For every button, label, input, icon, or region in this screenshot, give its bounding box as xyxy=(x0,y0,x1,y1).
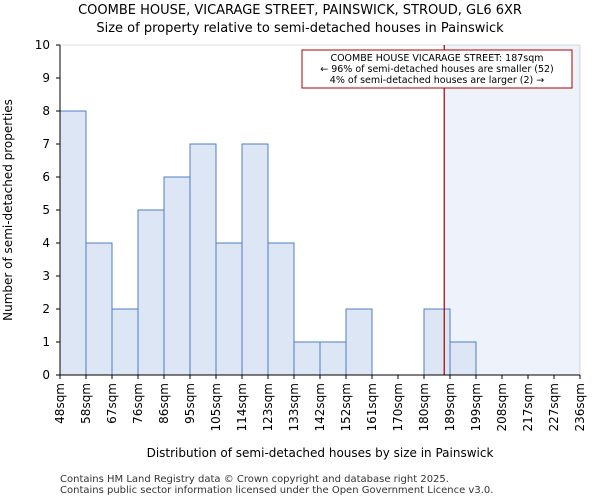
histogram-bar xyxy=(293,341,321,376)
histogram-bar xyxy=(241,143,269,376)
x-tick-label: 161sqm xyxy=(365,383,379,431)
x-tick-label: 199sqm xyxy=(469,383,483,431)
annotation-border xyxy=(301,49,573,89)
y-axis-label: Number of semi-detached properties xyxy=(1,99,15,321)
x-tick-label: 95sqm xyxy=(183,383,197,424)
histogram-bar xyxy=(449,341,477,376)
x-tick-label: 48sqm xyxy=(53,383,67,424)
larger-region-highlight xyxy=(444,45,580,375)
footer-copyright: Contains HM Land Registry data © Crown c… xyxy=(60,474,449,485)
chart-title: COOMBE HOUSE, VICARAGE STREET, PAINSWICK… xyxy=(78,3,522,18)
x-tick-label: 170sqm xyxy=(391,383,405,431)
x-tick-label: 142sqm xyxy=(313,383,327,431)
annotation-line-2: ← 96% of semi-detached houses are smalle… xyxy=(320,64,554,75)
histogram-bar xyxy=(345,308,373,376)
annotation-line-3: 4% of semi-detached houses are larger (2… xyxy=(330,75,544,86)
histogram-bar xyxy=(111,308,139,376)
histogram-bar xyxy=(189,143,217,376)
y-tick-label: 3 xyxy=(42,269,50,283)
x-tick-label: 189sqm xyxy=(443,383,457,431)
x-tick-label: 67sqm xyxy=(105,383,119,424)
y-tick-label: 4 xyxy=(42,236,50,250)
histogram-bar xyxy=(59,110,87,376)
x-tick-label: 217sqm xyxy=(521,383,535,431)
x-tick-label: 123sqm xyxy=(261,383,275,431)
x-tick-label: 114sqm xyxy=(235,383,249,431)
annotation-line-1: COOMBE HOUSE VICARAGE STREET: 187sqm xyxy=(330,53,543,64)
histogram-bar xyxy=(85,242,113,376)
x-tick-label: 58sqm xyxy=(79,383,93,424)
histogram-bar xyxy=(137,209,165,376)
histogram-bar xyxy=(163,176,191,376)
y-tick-label: 10 xyxy=(35,38,50,52)
chart-subtitle: Size of property relative to semi-detach… xyxy=(96,21,504,36)
histogram-bar xyxy=(267,242,295,376)
x-tick-label: 152sqm xyxy=(339,383,353,431)
y-tick-label: 2 xyxy=(42,302,50,316)
footer-licence: Contains public sector information licen… xyxy=(60,485,494,496)
y-tick-label: 7 xyxy=(42,137,50,151)
x-tick-label: 208sqm xyxy=(495,383,509,431)
histogram-bar xyxy=(423,308,451,376)
y-tick-label: 0 xyxy=(42,368,50,382)
y-tick-label: 1 xyxy=(42,335,50,349)
histogram-bar xyxy=(215,242,243,376)
x-tick-label: 227sqm xyxy=(547,383,561,431)
x-tick-label: 180sqm xyxy=(417,383,431,431)
x-tick-label: 86sqm xyxy=(157,383,171,424)
x-axis-label: Distribution of semi-detached houses by … xyxy=(147,446,494,460)
y-tick-label: 8 xyxy=(42,104,50,118)
x-tick-label: 76sqm xyxy=(131,383,145,424)
annotation-box: COOMBE HOUSE VICARAGE STREET: 187sqm ← 9… xyxy=(301,49,573,89)
y-tick-label: 6 xyxy=(42,170,50,184)
x-tick-label: 105sqm xyxy=(209,383,223,431)
y-tick-label: 9 xyxy=(42,71,50,85)
y-tick-label: 5 xyxy=(42,203,50,217)
histogram-bar xyxy=(319,341,347,376)
x-tick-label: 133sqm xyxy=(287,383,301,431)
x-tick-label: 236sqm xyxy=(573,383,587,431)
